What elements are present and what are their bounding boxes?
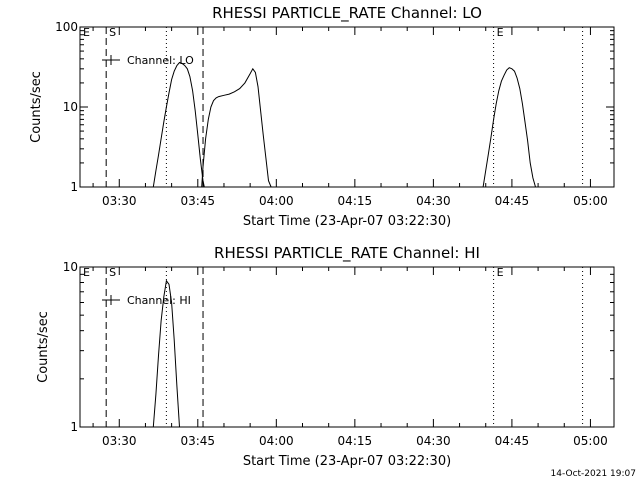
x-tick-label: 04:30: [416, 434, 451, 448]
x-tick-label: 03:30: [102, 434, 137, 448]
y-tick-label: 100: [55, 20, 78, 34]
x-tick-label: 04:45: [495, 194, 530, 208]
series-line-segment: [201, 67, 272, 188]
x-axis-label: Start Time (23-Apr-07 03:22:30): [243, 454, 451, 469]
y-tick-label: 10: [63, 260, 78, 274]
event-marker-label: S: [109, 266, 116, 279]
legend-label: Channel: HI: [127, 294, 191, 307]
x-tick-label: 04:15: [338, 194, 373, 208]
chart-title: RHESSI PARTICLE_RATE Channel: HI: [214, 244, 480, 263]
chart-title: RHESSI PARTICLE_RATE Channel: LO: [212, 4, 482, 23]
y-tick-label: 10: [63, 100, 78, 114]
plot-frame: [79, 266, 615, 428]
x-tick-label: 04:45: [495, 434, 530, 448]
x-tick-label: 03:45: [180, 434, 215, 448]
y-axis-label: Counts/sec: [36, 311, 51, 383]
x-tick-label: 04:15: [338, 434, 373, 448]
y-axis-label: Counts/sec: [29, 71, 44, 143]
event-marker-label: E: [497, 26, 504, 39]
x-tick-label: 04:30: [416, 194, 451, 208]
y-tick-label: 1: [70, 180, 78, 194]
x-tick-label: 04:00: [259, 194, 294, 208]
x-tick-label: 03:45: [180, 194, 215, 208]
x-axis-label: Start Time (23-Apr-07 03:22:30): [243, 214, 451, 229]
x-tick-label: 05:00: [573, 434, 608, 448]
series-line-segment: [482, 67, 536, 188]
event-marker-label: E: [83, 266, 90, 279]
legend-label: Channel: LO: [127, 54, 194, 67]
x-tick-label: 05:00: [573, 194, 608, 208]
panel-hi: RHESSI PARTICLE_RATE Channel: HI 03:30 03:…: [36, 244, 615, 469]
event-marker-label: E: [83, 26, 90, 39]
x-tick-label: 03:30: [102, 194, 137, 208]
footer-timestamp: 14-Oct-2021 19:07: [551, 469, 636, 479]
y-tick-label: 1: [70, 420, 78, 434]
event-marker-label: S: [109, 26, 116, 39]
series-line-segment: [152, 61, 205, 188]
plot-frame: [79, 26, 615, 188]
panel-lo: RHESSI PARTICLE_RATE Channel: LO 03:30 03:…: [29, 4, 615, 229]
x-tick-label: 04:00: [259, 434, 294, 448]
series-line-segment: [152, 279, 180, 428]
event-marker-label: E: [497, 266, 504, 279]
